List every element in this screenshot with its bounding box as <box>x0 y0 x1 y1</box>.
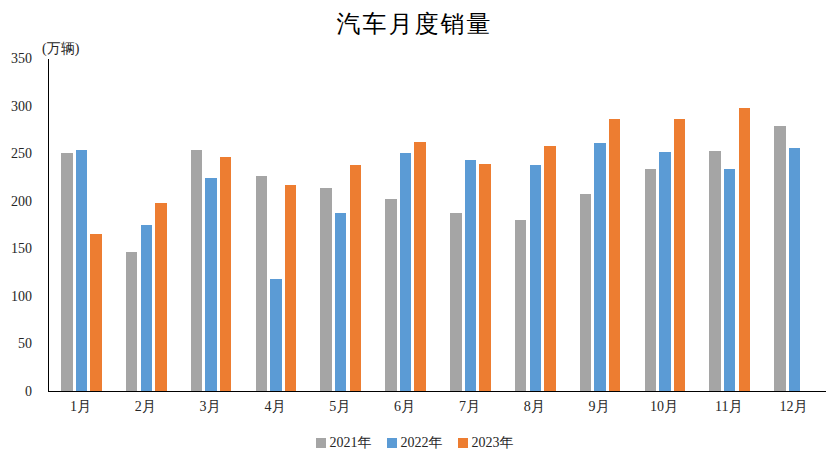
bar-2021年-10月 <box>645 169 656 391</box>
bar-2022年-2月 <box>141 225 152 391</box>
bar-2023年-11月 <box>739 108 750 391</box>
bar-2021年-7月 <box>450 213 461 391</box>
bar-2023年-5月 <box>350 165 361 391</box>
bar-2023年-4月 <box>285 185 296 391</box>
bar-2021年-5月 <box>320 188 331 391</box>
x-axis-label: 6月 <box>373 399 437 415</box>
bar-2023年-10月 <box>674 119 685 391</box>
bar-2021年-2月 <box>126 252 137 391</box>
bar-2022年-4月 <box>270 279 281 391</box>
bar-2023年-8月 <box>544 146 555 391</box>
legend-swatch-2023 <box>458 438 468 448</box>
y-tick-label: 50 <box>0 336 32 352</box>
x-axis-label: 8月 <box>502 399 566 415</box>
bar-2022年-1月 <box>76 150 87 391</box>
y-tick-label: 0 <box>0 384 32 400</box>
bar-2022年-12月 <box>789 148 800 391</box>
bar-2022年-11月 <box>724 169 735 391</box>
legend-item-2022: 2022年 <box>387 434 443 452</box>
legend-item-2023: 2023年 <box>458 434 514 452</box>
legend-item-2021: 2021年 <box>316 434 372 452</box>
y-tick-label: 250 <box>0 146 32 162</box>
x-axis-label: 12月 <box>762 399 826 415</box>
legend-swatch-2021 <box>316 438 326 448</box>
bar-2022年-5月 <box>335 213 346 391</box>
x-axis-label: 11月 <box>697 399 761 415</box>
bar-2021年-8月 <box>515 220 526 391</box>
legend-label-2021: 2021年 <box>330 434 372 452</box>
plot-area <box>48 59 826 392</box>
bar-2021年-9月 <box>580 194 591 391</box>
bar-2023年-3月 <box>220 157 231 391</box>
x-axis-label: 10月 <box>632 399 696 415</box>
bar-2022年-6月 <box>400 153 411 391</box>
bar-2023年-7月 <box>479 164 490 391</box>
legend-label-2022: 2022年 <box>401 434 443 452</box>
bar-2022年-3月 <box>205 178 216 391</box>
legend: 2021年 2022年 2023年 <box>0 434 829 452</box>
x-axis-label: 1月 <box>48 399 112 415</box>
bar-2023年-1月 <box>90 234 101 391</box>
x-axis-label: 9月 <box>567 399 631 415</box>
x-axis-label: 2月 <box>113 399 177 415</box>
bar-2021年-4月 <box>256 176 267 391</box>
bar-2022年-7月 <box>465 160 476 391</box>
bar-2023年-2月 <box>155 203 166 391</box>
y-tick-label: 150 <box>0 241 32 257</box>
bar-2022年-9月 <box>594 143 605 391</box>
chart-title: 汽车月度销量 <box>0 8 829 40</box>
x-axis-label: 3月 <box>178 399 242 415</box>
legend-label-2023: 2023年 <box>472 434 514 452</box>
x-axis-label: 4月 <box>243 399 307 415</box>
bar-2022年-8月 <box>530 165 541 391</box>
bar-2021年-11月 <box>709 151 720 391</box>
bar-2021年-1月 <box>61 153 72 391</box>
bar-2021年-3月 <box>191 150 202 391</box>
y-tick-label: 100 <box>0 289 32 305</box>
y-tick-label: 300 <box>0 99 32 115</box>
y-tick-label: 200 <box>0 194 32 210</box>
x-axis-label: 5月 <box>308 399 372 415</box>
legend-swatch-2022 <box>387 438 397 448</box>
sales-bar-chart: 汽车月度销量 (万辆) 0 50 100 150 200 250 300 350 1月2月3月… <box>0 0 829 462</box>
bar-2023年-6月 <box>414 142 425 391</box>
y-axis-unit-label: (万辆) <box>42 40 79 58</box>
x-axis-label: 7月 <box>437 399 501 415</box>
bar-2023年-9月 <box>609 119 620 391</box>
bar-2021年-6月 <box>385 199 396 391</box>
bar-2021年-12月 <box>774 126 785 391</box>
y-tick-label: 350 <box>0 51 32 67</box>
bar-2022年-10月 <box>659 152 670 391</box>
